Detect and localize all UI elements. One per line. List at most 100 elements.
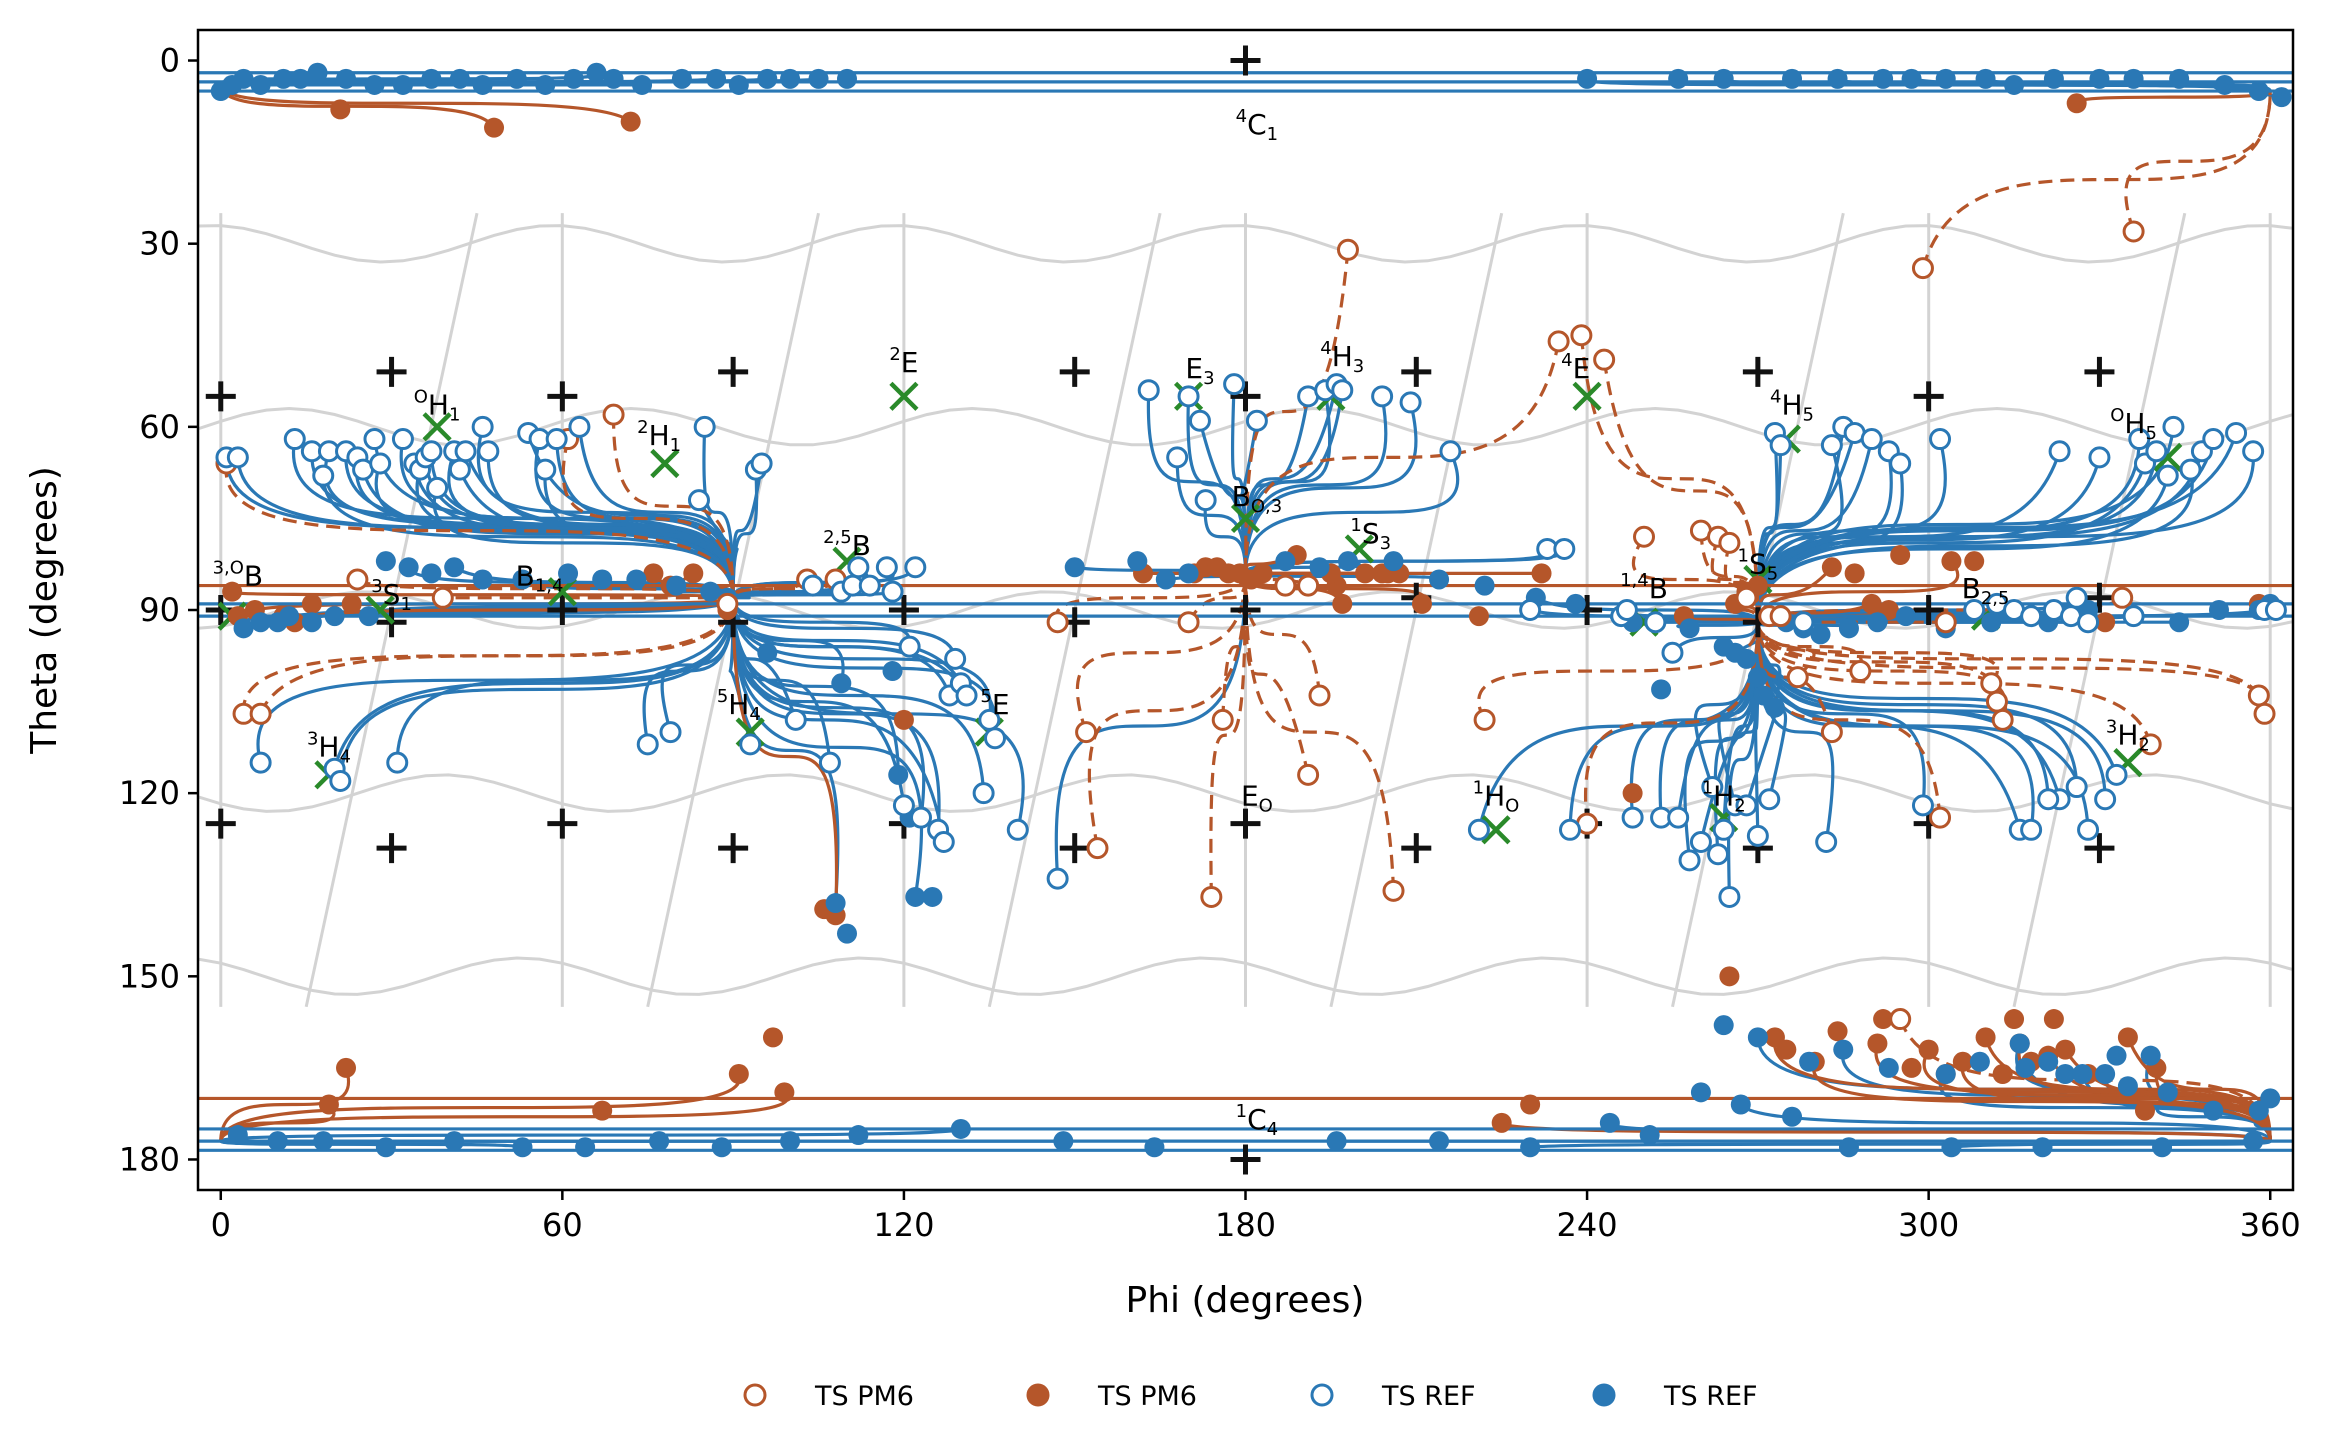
ts-ref-filled-point: [1429, 1131, 1450, 1152]
ts-ref-open-point: [534, 458, 557, 481]
ts-pm6-open-point: [1929, 806, 1952, 829]
ts-ref-filled-point: [2169, 68, 2190, 89]
plus-marker: [718, 833, 749, 864]
plus-marker: [205, 808, 236, 839]
pathway-curve: [1756, 622, 2035, 831]
conformer-label: OH1: [414, 387, 461, 426]
ts-ref-filled-point: [512, 569, 533, 590]
y-tick-label: 90: [139, 591, 180, 629]
ts-pm6-open-point: [716, 592, 739, 615]
pathway-curve: [1756, 432, 2238, 623]
ts-pm6-open-point: [1274, 574, 1297, 597]
ts-ref-open-point: [2105, 763, 2128, 786]
pathway-curve: [1243, 396, 1388, 574]
pathway-curve: [731, 597, 998, 739]
ts-ref-filled-point: [1935, 68, 1956, 89]
ts-pm6-filled-point: [318, 1094, 339, 1115]
ts-ref-filled-point: [398, 557, 419, 578]
ts-pm6-filled-point: [1520, 1094, 1541, 1115]
ts-ref-filled-point: [227, 1125, 248, 1146]
ts-ref-filled-point: [1639, 1125, 1660, 1146]
ts-ref-open-point: [1889, 452, 1912, 475]
pathway-curve: [1683, 622, 1760, 861]
x-marker: [1230, 503, 1261, 534]
pathway-curve: [432, 487, 735, 598]
ts-ref-filled-point: [1474, 575, 1495, 596]
ts-ref-open-point: [454, 440, 477, 463]
ts-ref-filled-point: [364, 74, 385, 95]
conformer-labels: 4C1 1C4 2E E3 4H3 4E 4H5 OH5 OH1 2H1 2,5B BO,3 1S3 1S…: [213, 106, 2157, 1140]
ts-ref-filled-point: [375, 551, 396, 572]
ts-ref-filled-point: [1178, 563, 1199, 584]
plus-marker: [718, 356, 749, 387]
ts-pm6-filled-point: [301, 593, 322, 614]
conformer-label: OH5: [2110, 405, 2157, 444]
ts-ref-open-point: [312, 464, 335, 487]
ts-ref-filled-point: [757, 642, 778, 663]
ts-ref-open-point: [2128, 428, 2151, 451]
ts-ref-filled-point: [1827, 68, 1848, 89]
pathway-curve: [1243, 249, 1350, 574]
ts-ref-filled-point: [2009, 1033, 2030, 1054]
ts-pm6-open-point: [1046, 611, 1069, 634]
conformer-label: 3H4: [307, 729, 351, 768]
ts-ref-filled-point: [808, 68, 829, 89]
plus-marker: [1401, 356, 1432, 387]
plus-marker: [1401, 833, 1432, 864]
conformer-label: 1S5: [1738, 545, 1779, 584]
ts-pm6-filled-point: [1861, 593, 1882, 614]
legend-marker: [1310, 1383, 1334, 1407]
ts-ref-filled-point: [1053, 1131, 1074, 1152]
ts-ref-open-point: [693, 415, 716, 438]
ts-ref-filled-point: [1873, 68, 1894, 89]
ts-ref-open-point: [1519, 599, 1542, 621]
ts-ref-open-point: [1820, 434, 1843, 457]
ts-ref-open-point: [2020, 818, 2043, 841]
ts-pm6-open-point: [346, 568, 369, 591]
ts-pm6-filled-point: [484, 117, 505, 138]
ts-ref-filled-point: [2248, 81, 2269, 102]
axes: 0 60 120 180 240 300 360 0 30 60 90 120 150 180: [119, 28, 2301, 1244]
ts-ref-open-point: [858, 574, 881, 597]
ts-pm6-open-point: [1297, 763, 1320, 786]
conformer-label: EO: [1241, 779, 1273, 816]
ts-pm6-filled-point: [1844, 563, 1865, 584]
ts-ref-open-point: [369, 452, 392, 475]
x-axis-label: Phi (degrees): [1126, 1280, 1365, 1321]
legend-marker: [1592, 1383, 1616, 1407]
pathway-curve: [1756, 469, 2194, 623]
ts-pm6-filled-point: [2055, 1039, 2076, 1060]
ts-ref-open-point: [2202, 428, 2225, 451]
pathway-curve: [731, 597, 946, 843]
pathway-curve: [1756, 622, 1834, 733]
plus-marker: [205, 381, 236, 412]
x-tick-label: 240: [1557, 1206, 1618, 1244]
ts-ref-open-point: [910, 806, 933, 829]
ts-pm6-filled-point: [1252, 563, 1273, 584]
ts-ref-filled-point: [250, 74, 271, 95]
ts-ref-open-point: [1815, 831, 1838, 853]
ts-ref-open-point: [2122, 605, 2145, 628]
pathway-curve: [731, 597, 992, 721]
ts-pm6-filled-point: [1952, 1051, 1973, 1072]
conformer-label: 4H5: [1770, 387, 1814, 426]
pathway-curve: [1054, 573, 1248, 623]
ts-ref-open-point: [1467, 818, 1490, 841]
pathway-curve: [219, 1073, 741, 1142]
ts-pm6-open-point: [2253, 702, 2276, 725]
conformer-label: 4H3: [1320, 338, 1364, 377]
ts-ref-filled-point: [1981, 612, 2002, 633]
ts-ref-filled-point: [336, 68, 357, 89]
pathway-curve: [338, 597, 735, 782]
pathway-curve: [1756, 432, 1857, 623]
ts-ref-filled-point: [421, 68, 442, 89]
pathway-curve: [1209, 573, 1248, 897]
ts-ref-open-point: [1371, 385, 1394, 408]
ts-ref-open-point: [1046, 867, 1069, 890]
ts-ref-filled-point: [301, 612, 322, 633]
ts-ref-open-point: [892, 794, 915, 817]
ts-ref-open-point: [249, 751, 272, 774]
ts-ref-open-point: [386, 751, 409, 774]
ts-ref-open-point: [687, 489, 710, 512]
ts-ref-filled-point: [2260, 1088, 2281, 1109]
